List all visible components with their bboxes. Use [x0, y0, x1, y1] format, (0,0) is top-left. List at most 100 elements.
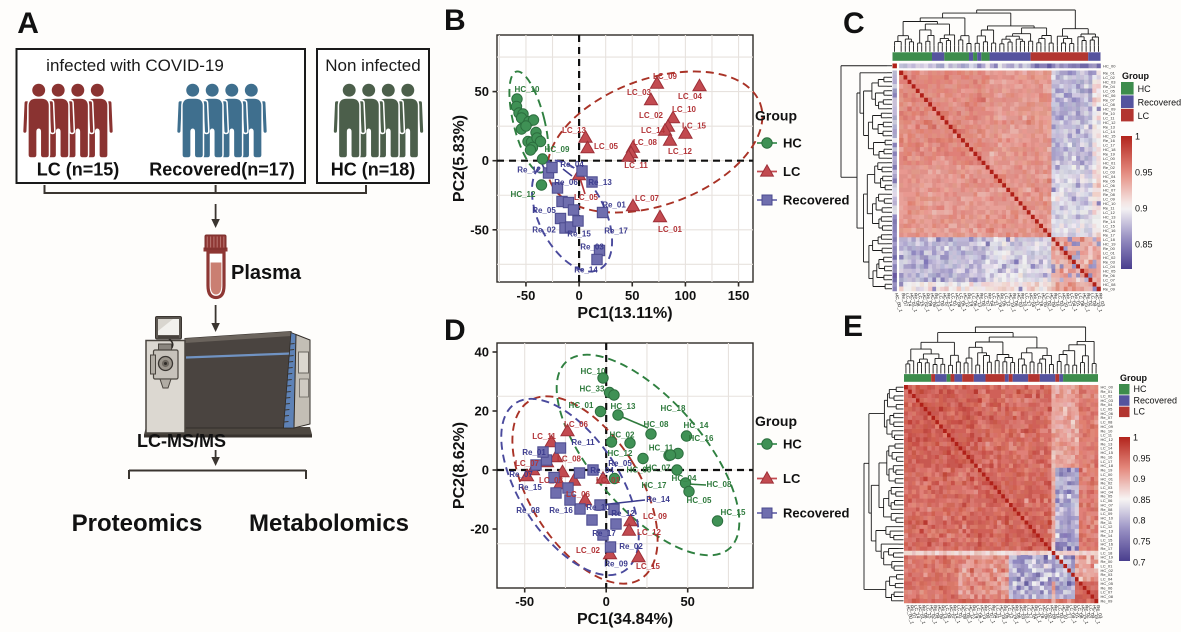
svg-text:-50: -50: [517, 288, 536, 303]
svg-text:Re_08: Re_08: [921, 605, 929, 620]
svg-text:LC_02: LC_02: [576, 546, 601, 555]
svg-text:D: D: [444, 314, 466, 347]
svg-text:Re_01: Re_01: [1101, 389, 1114, 394]
svg-text:HC_15_1: HC_15_1: [1080, 605, 1090, 625]
svg-text:HC_06: HC_06: [936, 605, 944, 621]
svg-text:HC_12: HC_12: [1103, 120, 1116, 125]
svg-text:LC_03: LC_03: [1101, 485, 1114, 490]
svg-text:HC_10: HC_10: [1101, 516, 1114, 521]
svg-text:LC_01: LC_01: [1103, 250, 1116, 255]
svg-text:-50: -50: [515, 594, 534, 609]
svg-text:HC_06: HC_06: [1101, 411, 1114, 416]
svg-text:HC_00: HC_00: [1101, 385, 1114, 390]
svg-text:LC_02_1: LC_02_1: [1045, 605, 1054, 625]
svg-text:HC_05: HC_05: [1041, 605, 1049, 621]
svg-text:Re_02: Re_02: [1085, 293, 1093, 308]
svg-text:Re_13_1: Re_13_1: [933, 293, 942, 313]
svg-text:LC_05: LC_05: [594, 142, 619, 151]
svg-text:Re_10_1: Re_10_1: [1020, 293, 1029, 313]
svg-text:HC_12: HC_12: [967, 605, 975, 621]
svg-text:Group: Group: [1120, 373, 1147, 383]
svg-text:Re_05: Re_05: [1103, 178, 1116, 183]
svg-text:HC_33: HC_33: [580, 385, 605, 394]
svg-text:HC_18: HC_18: [1101, 463, 1114, 468]
svg-text:Re_06: Re_06: [1011, 293, 1019, 308]
svg-text:LC_04_1: LC_04_1: [1068, 605, 1077, 625]
svg-text:LC_08: LC_08: [1101, 420, 1114, 425]
svg-text:PC2(5.83%): PC2(5.83%): [451, 115, 468, 202]
svg-text:HC_09: HC_09: [627, 466, 652, 475]
svg-text:HC_08: HC_08: [707, 480, 732, 489]
svg-text:HC_09: HC_09: [1103, 106, 1116, 111]
svg-text:HC_12: HC_12: [511, 190, 536, 199]
svg-text:Re_14: Re_14: [646, 495, 670, 504]
svg-text:LC_08: LC_08: [633, 138, 658, 147]
svg-text:HC_10: HC_10: [1103, 201, 1116, 206]
svg-text:LC_15: LC_15: [636, 562, 661, 571]
svg-text:HC_07: HC_07: [1103, 187, 1116, 192]
svg-text:Re_04: Re_04: [1103, 84, 1116, 89]
svg-text:Re_07: Re_07: [909, 605, 917, 620]
svg-text:HC_04: HC_04: [1103, 174, 1116, 179]
svg-text:Re_00: Re_00: [1103, 246, 1116, 251]
svg-text:HC_17: HC_17: [642, 481, 667, 490]
svg-text:LC_01: LC_01: [658, 225, 683, 234]
svg-text:LC: LC: [783, 471, 801, 486]
svg-text:LC_08: LC_08: [1077, 293, 1085, 308]
svg-text:Re_14_1: Re_14_1: [946, 293, 955, 313]
svg-text:Re_14: Re_14: [1103, 219, 1116, 224]
svg-text:HC_03: HC_03: [1018, 605, 1026, 621]
svg-text:LC_12: LC_12: [668, 147, 693, 156]
svg-text:Re_15: Re_15: [518, 483, 542, 492]
svg-text:LC_17: LC_17: [1103, 142, 1116, 147]
svg-text:HC: HC: [783, 136, 802, 151]
svg-text:LC_08: LC_08: [1103, 102, 1116, 107]
svg-text:PC1(34.84%): PC1(34.84%): [577, 611, 673, 628]
svg-text:Re_08: Re_08: [1101, 507, 1114, 512]
svg-text:Re_19: Re_19: [1101, 468, 1114, 473]
svg-text:Re_04: Re_04: [987, 293, 995, 308]
svg-text:PC2(8.62%): PC2(8.62%): [451, 422, 468, 509]
svg-text:HC_06: HC_06: [929, 293, 937, 309]
svg-text:Re_05: Re_05: [999, 293, 1007, 308]
svg-text:Re_04: Re_04: [560, 160, 584, 169]
svg-text:LC_07: LC_07: [635, 194, 660, 203]
svg-text:LC_06_1: LC_06_1: [975, 605, 984, 625]
svg-text:HC_06: HC_06: [1103, 93, 1116, 98]
svg-text:Re_06: Re_06: [554, 178, 578, 187]
svg-text:100: 100: [675, 288, 697, 303]
svg-text:HC_02_1: HC_02_1: [928, 605, 938, 625]
svg-text:Re_01: Re_01: [1072, 605, 1080, 620]
svg-text:Re_02: Re_02: [619, 542, 643, 551]
svg-text:HC: HC: [783, 437, 802, 452]
svg-text:Re_09: Re_09: [932, 605, 940, 620]
svg-text:Re_11: Re_11: [1103, 205, 1115, 210]
svg-text:Re_15: Re_15: [567, 230, 591, 239]
svg-text:Re_00: Re_00: [978, 293, 986, 308]
svg-text:HC_09: HC_09: [1048, 293, 1056, 309]
svg-text:HC_09: HC_09: [1101, 424, 1114, 429]
svg-text:LC_18: LC_18: [1036, 293, 1044, 308]
svg-text:1: 1: [1133, 433, 1138, 443]
svg-text:0: 0: [482, 153, 489, 168]
svg-text:HC_19_1: HC_19_1: [1010, 605, 1020, 625]
svg-text:Re_02: Re_02: [1101, 481, 1114, 486]
svg-text:LC_02: LC_02: [1103, 75, 1116, 80]
svg-text:LC_07: LC_07: [515, 459, 540, 468]
svg-text:LC_14: LC_14: [905, 293, 913, 308]
svg-text:HC_03: HC_03: [1015, 293, 1023, 309]
svg-text:Re_16: Re_16: [1101, 454, 1114, 459]
svg-text:HC_12: HC_12: [608, 449, 633, 458]
svg-text:HC_10: HC_10: [581, 367, 606, 376]
svg-text:0.8: 0.8: [1133, 516, 1146, 526]
svg-text:Re_17: Re_17: [592, 529, 616, 538]
svg-text:HC_18_1: HC_18_1: [998, 605, 1008, 625]
svg-text:LC_11: LC_11: [1103, 115, 1115, 120]
svg-text:LC_07: LC_07: [1103, 277, 1116, 282]
svg-text:A: A: [17, 7, 39, 40]
svg-text:HC: HC: [1134, 384, 1147, 394]
svg-text:LC_12: LC_12: [1103, 210, 1116, 215]
svg-text:Re_09: Re_09: [1103, 286, 1116, 291]
svg-text:HC_16_1: HC_16_1: [1094, 293, 1104, 313]
svg-text:HC_15: HC_15: [1103, 133, 1116, 138]
